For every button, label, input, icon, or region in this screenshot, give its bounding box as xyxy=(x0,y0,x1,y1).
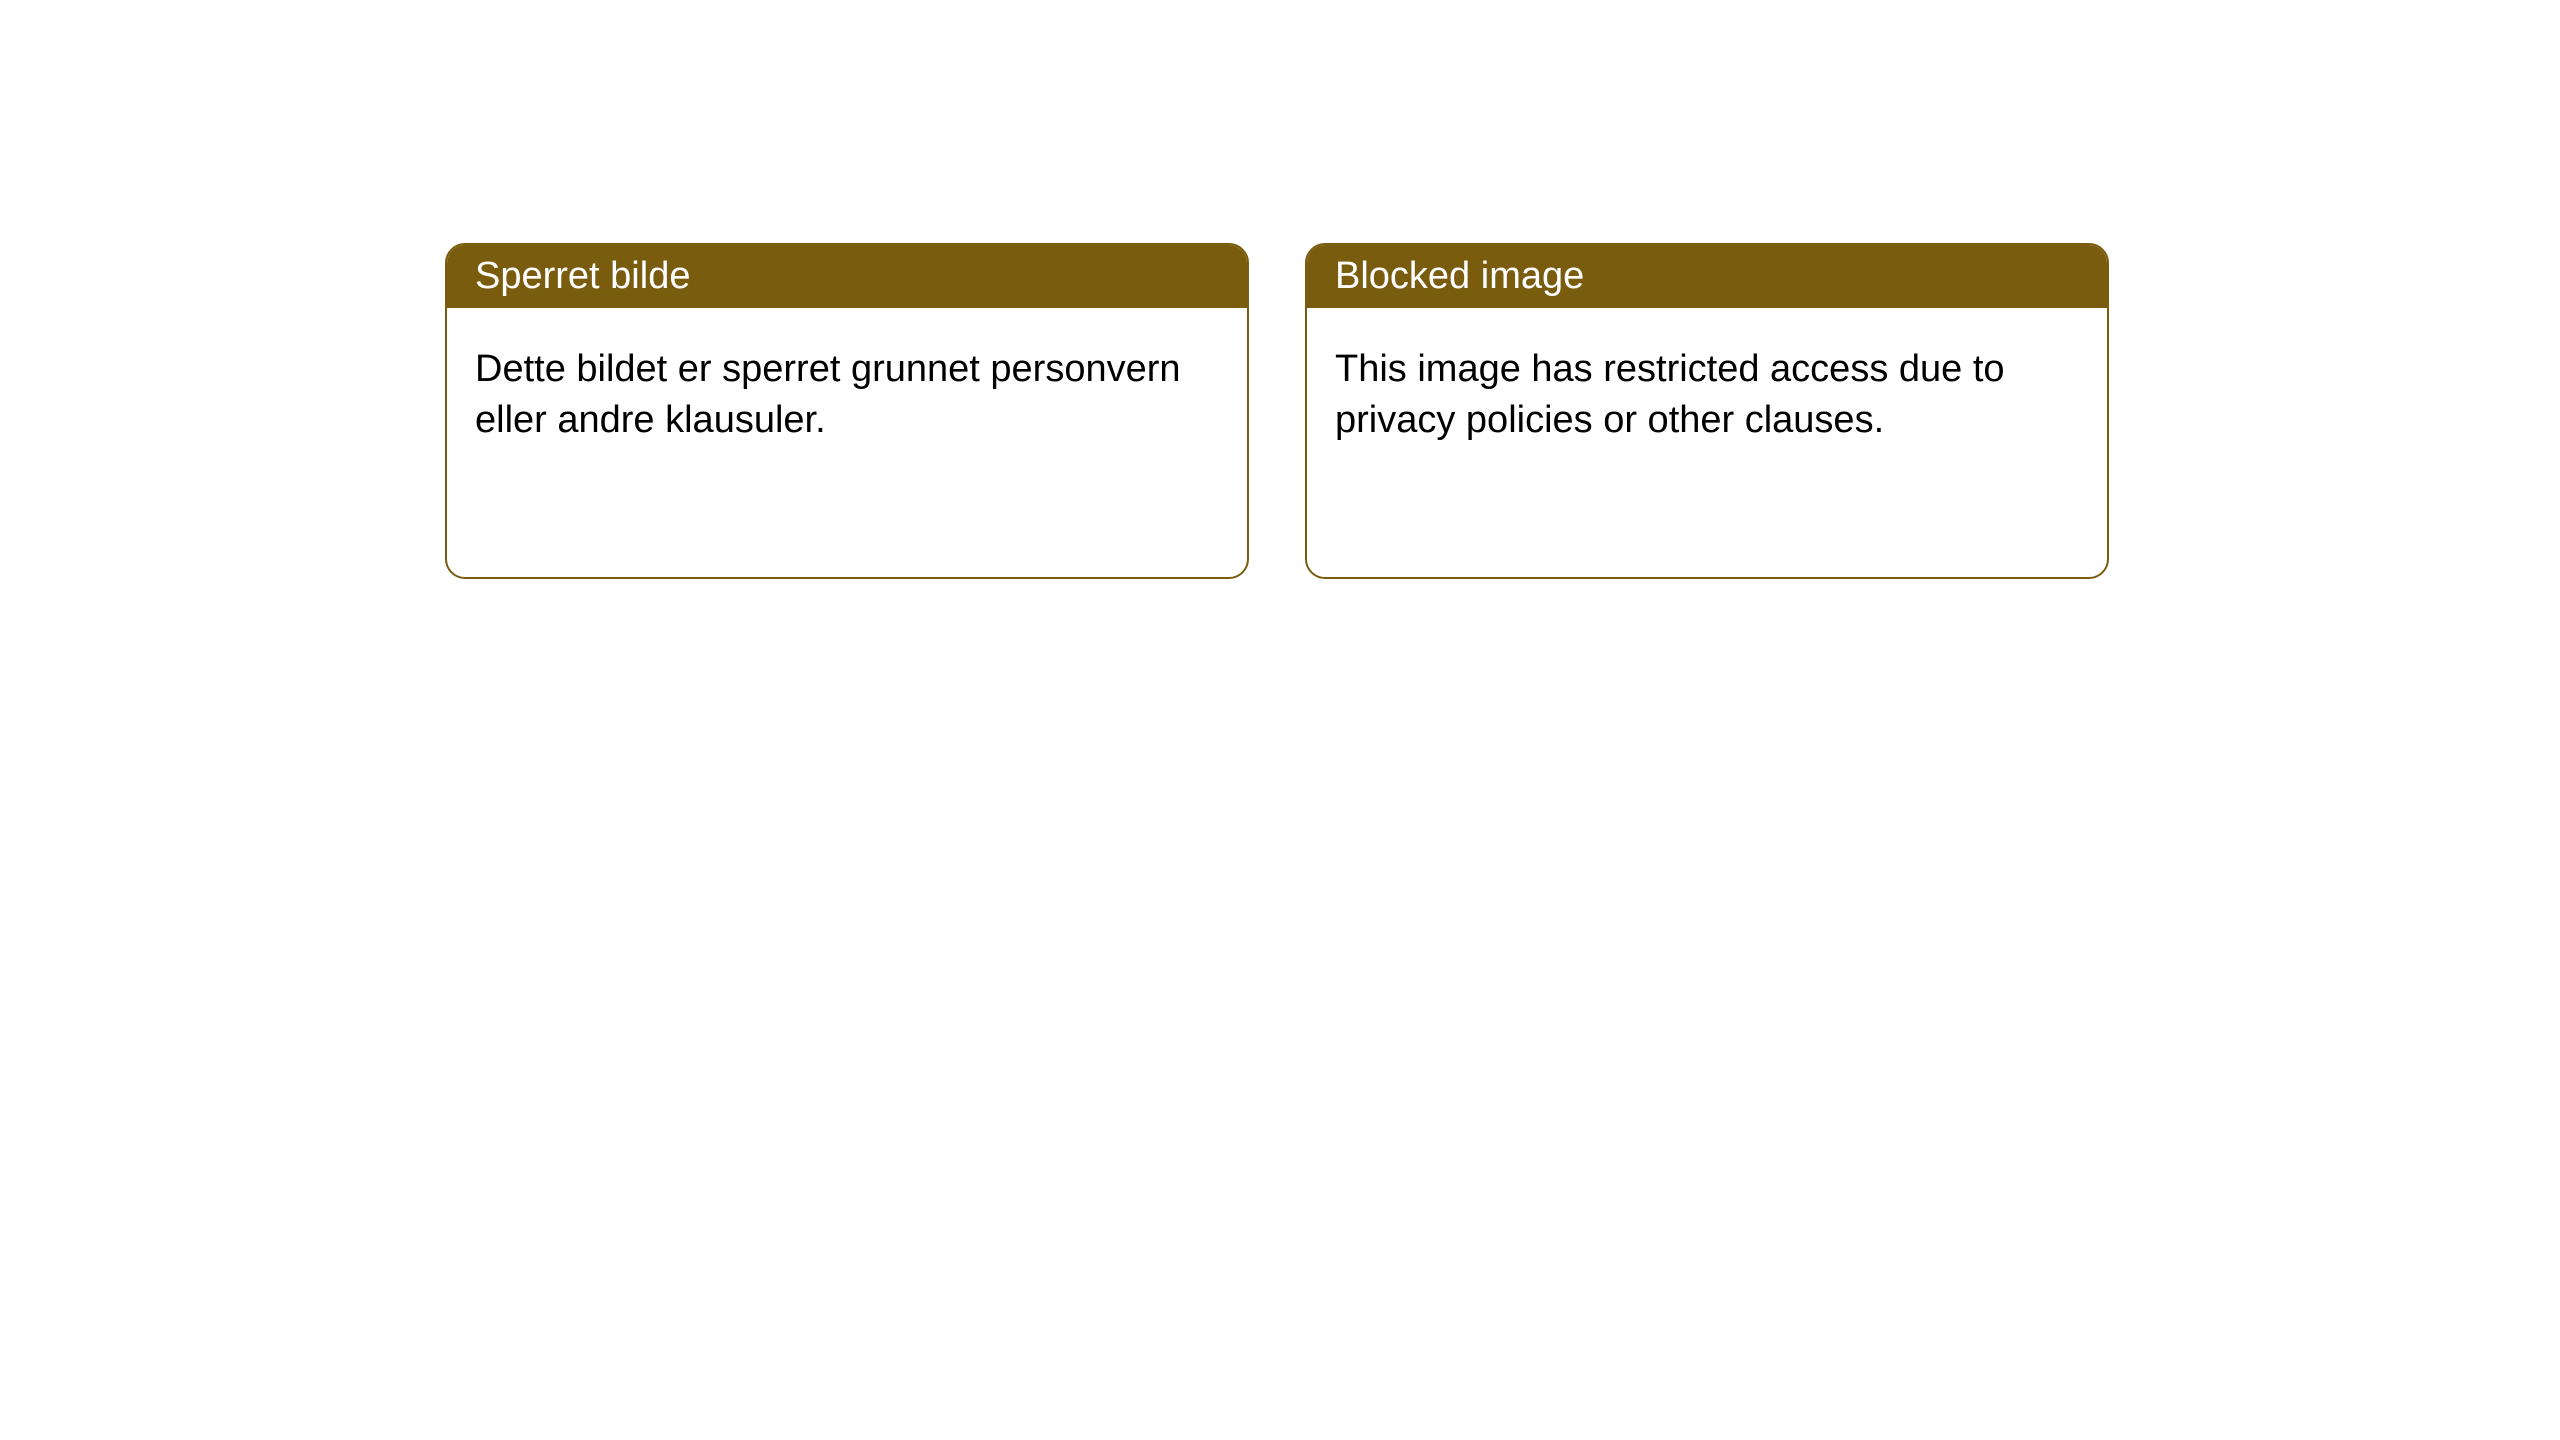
notice-card-norwegian: Sperret bilde Dette bildet er sperret gr… xyxy=(445,243,1249,579)
card-body: Dette bildet er sperret grunnet personve… xyxy=(447,308,1247,483)
card-title: Sperret bilde xyxy=(475,255,690,297)
card-header: Sperret bilde xyxy=(447,245,1247,308)
card-body-text: This image has restricted access due to … xyxy=(1335,348,2005,441)
card-body-text: Dette bildet er sperret grunnet personve… xyxy=(475,348,1181,441)
notice-card-english: Blocked image This image has restricted … xyxy=(1305,243,2109,579)
card-title: Blocked image xyxy=(1335,255,1584,297)
card-header: Blocked image xyxy=(1307,245,2107,308)
card-body: This image has restricted access due to … xyxy=(1307,308,2107,483)
notice-container: Sperret bilde Dette bildet er sperret gr… xyxy=(0,0,2560,579)
